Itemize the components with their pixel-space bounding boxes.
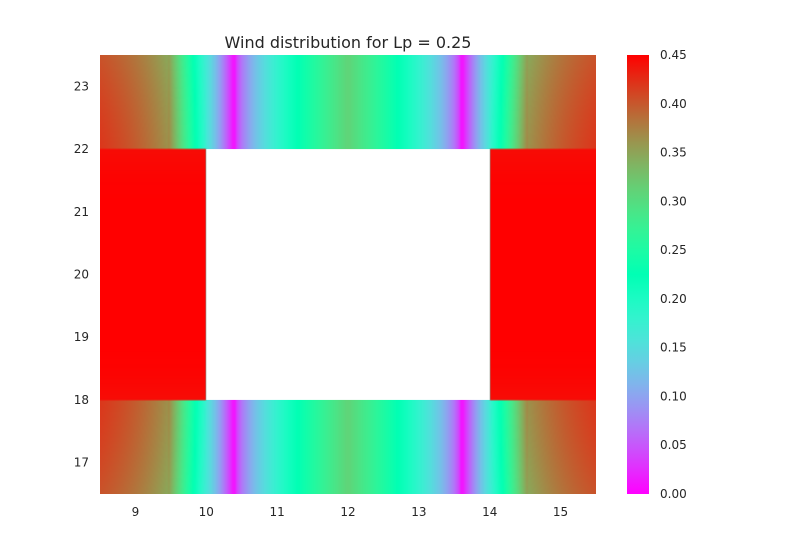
- plot-area: [100, 55, 596, 494]
- colorbar-tick-label: 0.35: [660, 146, 687, 160]
- x-tick-label: 15: [553, 505, 568, 519]
- colorbar-tick-label: 0.40: [660, 97, 687, 111]
- colorbar-ticks: 0.00 0.05 0.10 0.15 0.20 0.25 0.30 0.35 0.40 0.45: [660, 48, 687, 501]
- colorbar-tick-label: 0.10: [660, 389, 687, 403]
- y-tick-label: 23: [74, 79, 89, 93]
- colorbar-tick-label: 0.45: [660, 48, 687, 62]
- chart-title: Wind distribution for Lp = 0.25: [225, 33, 472, 52]
- y-tick-label: 22: [74, 142, 89, 156]
- colorbar-tick-label: 0.05: [660, 438, 687, 452]
- colorbar-tick-label: 0.00: [660, 487, 687, 501]
- x-tick-label: 10: [199, 505, 214, 519]
- x-tick-label: 9: [132, 505, 140, 519]
- y-tick-label: 17: [74, 456, 89, 470]
- x-axis-ticks: 9 10 11 12 13 14 15: [132, 505, 569, 519]
- excluded-building-region: [206, 149, 490, 400]
- colorbar-tick-label: 0.30: [660, 194, 687, 208]
- colorbar-tick-label: 0.20: [660, 292, 687, 306]
- x-tick-label: 12: [340, 505, 355, 519]
- y-axis-ticks: 17 18 19 20 21 22 23: [74, 79, 89, 469]
- x-tick-label: 14: [482, 505, 497, 519]
- colorbar-tick-label: 0.25: [660, 243, 687, 257]
- x-tick-label: 13: [411, 505, 426, 519]
- y-tick-label: 20: [74, 268, 89, 282]
- y-tick-label: 21: [74, 205, 89, 219]
- y-tick-label: 19: [74, 330, 89, 344]
- colorbar-tick-label: 0.15: [660, 341, 687, 355]
- x-tick-label: 11: [270, 505, 285, 519]
- colorbar: [627, 55, 649, 494]
- y-tick-label: 18: [74, 393, 89, 407]
